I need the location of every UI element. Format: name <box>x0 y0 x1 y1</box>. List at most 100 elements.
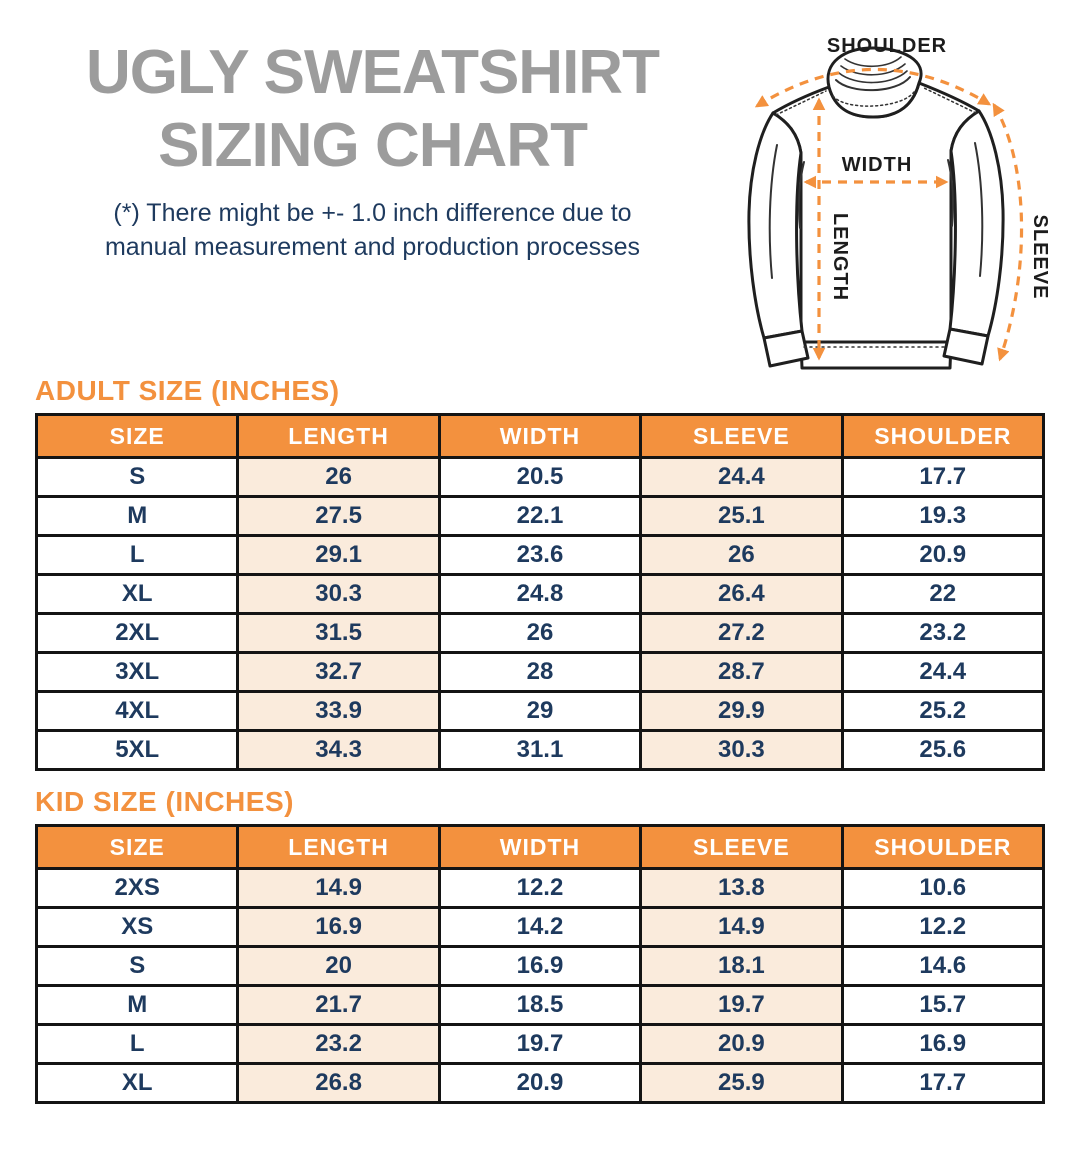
sleeve-cell: 29.9 <box>639 690 844 732</box>
sleeve-cell: 26.4 <box>639 573 844 615</box>
table-row: 4XL 33.9 29 29.9 25.2 <box>34 690 1046 732</box>
length-cell: 27.5 <box>236 495 441 537</box>
shoulder-cell: 25.6 <box>840 729 1046 771</box>
length-cell: 26.8 <box>236 1062 441 1104</box>
sleeve-cell: 20.9 <box>639 1023 844 1065</box>
shoulder-cell: 25.2 <box>840 690 1046 732</box>
length-cell: 23.2 <box>236 1023 441 1065</box>
length-cell: 32.7 <box>236 651 441 693</box>
sweatshirt-measurement-illustration: SHOULDER WIDTH LENGTH SLEEVE <box>747 35 1051 370</box>
shoulder-cell: 22 <box>840 573 1046 615</box>
width-cell: 20.9 <box>437 1062 643 1104</box>
width-cell: 23.6 <box>437 534 643 576</box>
size-cell: L <box>34 1023 240 1065</box>
sleeve-label: SLEEVE <box>1029 215 1051 300</box>
sleeve-cell: 13.8 <box>639 867 844 909</box>
table-row: S 20 16.9 18.1 14.6 <box>34 945 1046 987</box>
sleeve-cell: 18.1 <box>639 945 844 987</box>
shoulder-cell: 12.2 <box>840 906 1046 948</box>
width-cell: 18.5 <box>437 984 643 1026</box>
column-header-sleeve: SLEEVE <box>639 413 844 459</box>
size-cell: XS <box>34 906 240 948</box>
table-row: M 21.7 18.5 19.7 15.7 <box>34 984 1046 1026</box>
adult-size-table: SIZE LENGTH WIDTH SLEEVE SHOULDER S 26 2… <box>34 413 1046 771</box>
width-cell: 31.1 <box>437 729 643 771</box>
shoulder-cell: 19.3 <box>840 495 1046 537</box>
sleeve-cell: 19.7 <box>639 984 844 1026</box>
shoulder-cell: 17.7 <box>840 1062 1046 1104</box>
page-title: UGLY SWEATSHIRT SIZING CHART <box>0 36 745 182</box>
shoulder-cell: 15.7 <box>840 984 1046 1026</box>
size-cell: 3XL <box>34 651 240 693</box>
header-area: UGLY SWEATSHIRT SIZING CHART (*) There m… <box>0 0 1074 372</box>
size-cell: XL <box>34 1062 240 1104</box>
page-title-line1: UGLY SWEATSHIRT <box>86 38 660 107</box>
table-row: M 27.5 22.1 25.1 19.3 <box>34 495 1046 537</box>
length-label: LENGTH <box>829 213 851 301</box>
sleeve-cell: 14.9 <box>639 906 844 948</box>
table-row: XL 26.8 20.9 25.9 17.7 <box>34 1062 1046 1104</box>
shoulder-cell: 16.9 <box>840 1023 1046 1065</box>
size-cell: 2XS <box>34 867 240 909</box>
shoulder-cell: 14.6 <box>840 945 1046 987</box>
disclaimer-line2: manual measurement and production proces… <box>104 233 641 261</box>
adult-size-section: ADULT SIZE (INCHES) SIZE LENGTH WIDTH SL… <box>34 376 1046 771</box>
column-header-size: SIZE <box>34 824 240 870</box>
column-header-shoulder: SHOULDER <box>840 824 1046 870</box>
size-cell: M <box>34 495 240 537</box>
disclaimer-line1: (*) There might be +- 1.0 inch differenc… <box>113 199 632 227</box>
column-header-size: SIZE <box>34 413 240 459</box>
size-cell: 5XL <box>34 729 240 771</box>
table-row: XL 30.3 24.8 26.4 22 <box>34 573 1046 615</box>
table-row: XS 16.9 14.2 14.9 12.2 <box>34 906 1046 948</box>
sleeve-arrow <box>992 102 1024 362</box>
table-row: 3XL 32.7 28 28.7 24.4 <box>34 651 1046 693</box>
size-cell: L <box>34 534 240 576</box>
table-row: 2XS 14.9 12.2 13.8 10.6 <box>34 867 1046 909</box>
width-cell: 29 <box>437 690 643 732</box>
size-cell: XL <box>34 573 240 615</box>
column-header-sleeve: SLEEVE <box>639 824 844 870</box>
disclaimer-text: (*) There might be +- 1.0 inch differenc… <box>0 196 745 264</box>
shoulder-cell: 20.9 <box>840 534 1046 576</box>
sleeve-cell: 27.2 <box>639 612 844 654</box>
table-row: 2XL 31.5 26 27.2 23.2 <box>34 612 1046 654</box>
sleeve-cell: 25.9 <box>639 1062 844 1104</box>
width-cell: 12.2 <box>437 867 643 909</box>
length-cell: 33.9 <box>236 690 441 732</box>
table-row: S 26 20.5 24.4 17.7 <box>34 456 1046 498</box>
column-header-shoulder: SHOULDER <box>840 413 1046 459</box>
size-cell: S <box>34 945 240 987</box>
size-cell: M <box>34 984 240 1026</box>
sleeve-cell: 28.7 <box>639 651 844 693</box>
shoulder-arrow <box>754 67 992 108</box>
column-header-length: LENGTH <box>236 824 441 870</box>
length-cell: 26 <box>236 456 441 498</box>
length-cell: 16.9 <box>236 906 441 948</box>
page-title-line2: SIZING CHART <box>158 111 588 180</box>
shoulder-cell: 17.7 <box>840 456 1046 498</box>
shoulder-label: SHOULDER <box>827 35 947 57</box>
length-cell: 30.3 <box>236 573 441 615</box>
kid-section-heading: KID SIZE (INCHES) <box>35 786 294 817</box>
width-cell: 16.9 <box>437 945 643 987</box>
kid-size-table: SIZE LENGTH WIDTH SLEEVE SHOULDER 2XS 14… <box>34 824 1046 1104</box>
length-cell: 31.5 <box>236 612 441 654</box>
width-label: WIDTH <box>842 154 913 176</box>
shoulder-cell: 10.6 <box>840 867 1046 909</box>
sleeve-cell: 30.3 <box>639 729 844 771</box>
width-cell: 24.8 <box>437 573 643 615</box>
shoulder-cell: 23.2 <box>840 612 1046 654</box>
width-cell: 28 <box>437 651 643 693</box>
size-cell: 4XL <box>34 690 240 732</box>
table-row: L 23.2 19.7 20.9 16.9 <box>34 1023 1046 1065</box>
sleeve-cell: 26 <box>639 534 844 576</box>
sleeve-cell: 24.4 <box>639 456 844 498</box>
size-cell: 2XL <box>34 612 240 654</box>
kid-table-header-row: SIZE LENGTH WIDTH SLEEVE SHOULDER <box>34 824 1046 870</box>
length-cell: 20 <box>236 945 441 987</box>
table-row: 5XL 34.3 31.1 30.3 25.6 <box>34 729 1046 771</box>
measurement-arrows <box>754 67 1024 362</box>
width-cell: 14.2 <box>437 906 643 948</box>
width-cell: 19.7 <box>437 1023 643 1065</box>
